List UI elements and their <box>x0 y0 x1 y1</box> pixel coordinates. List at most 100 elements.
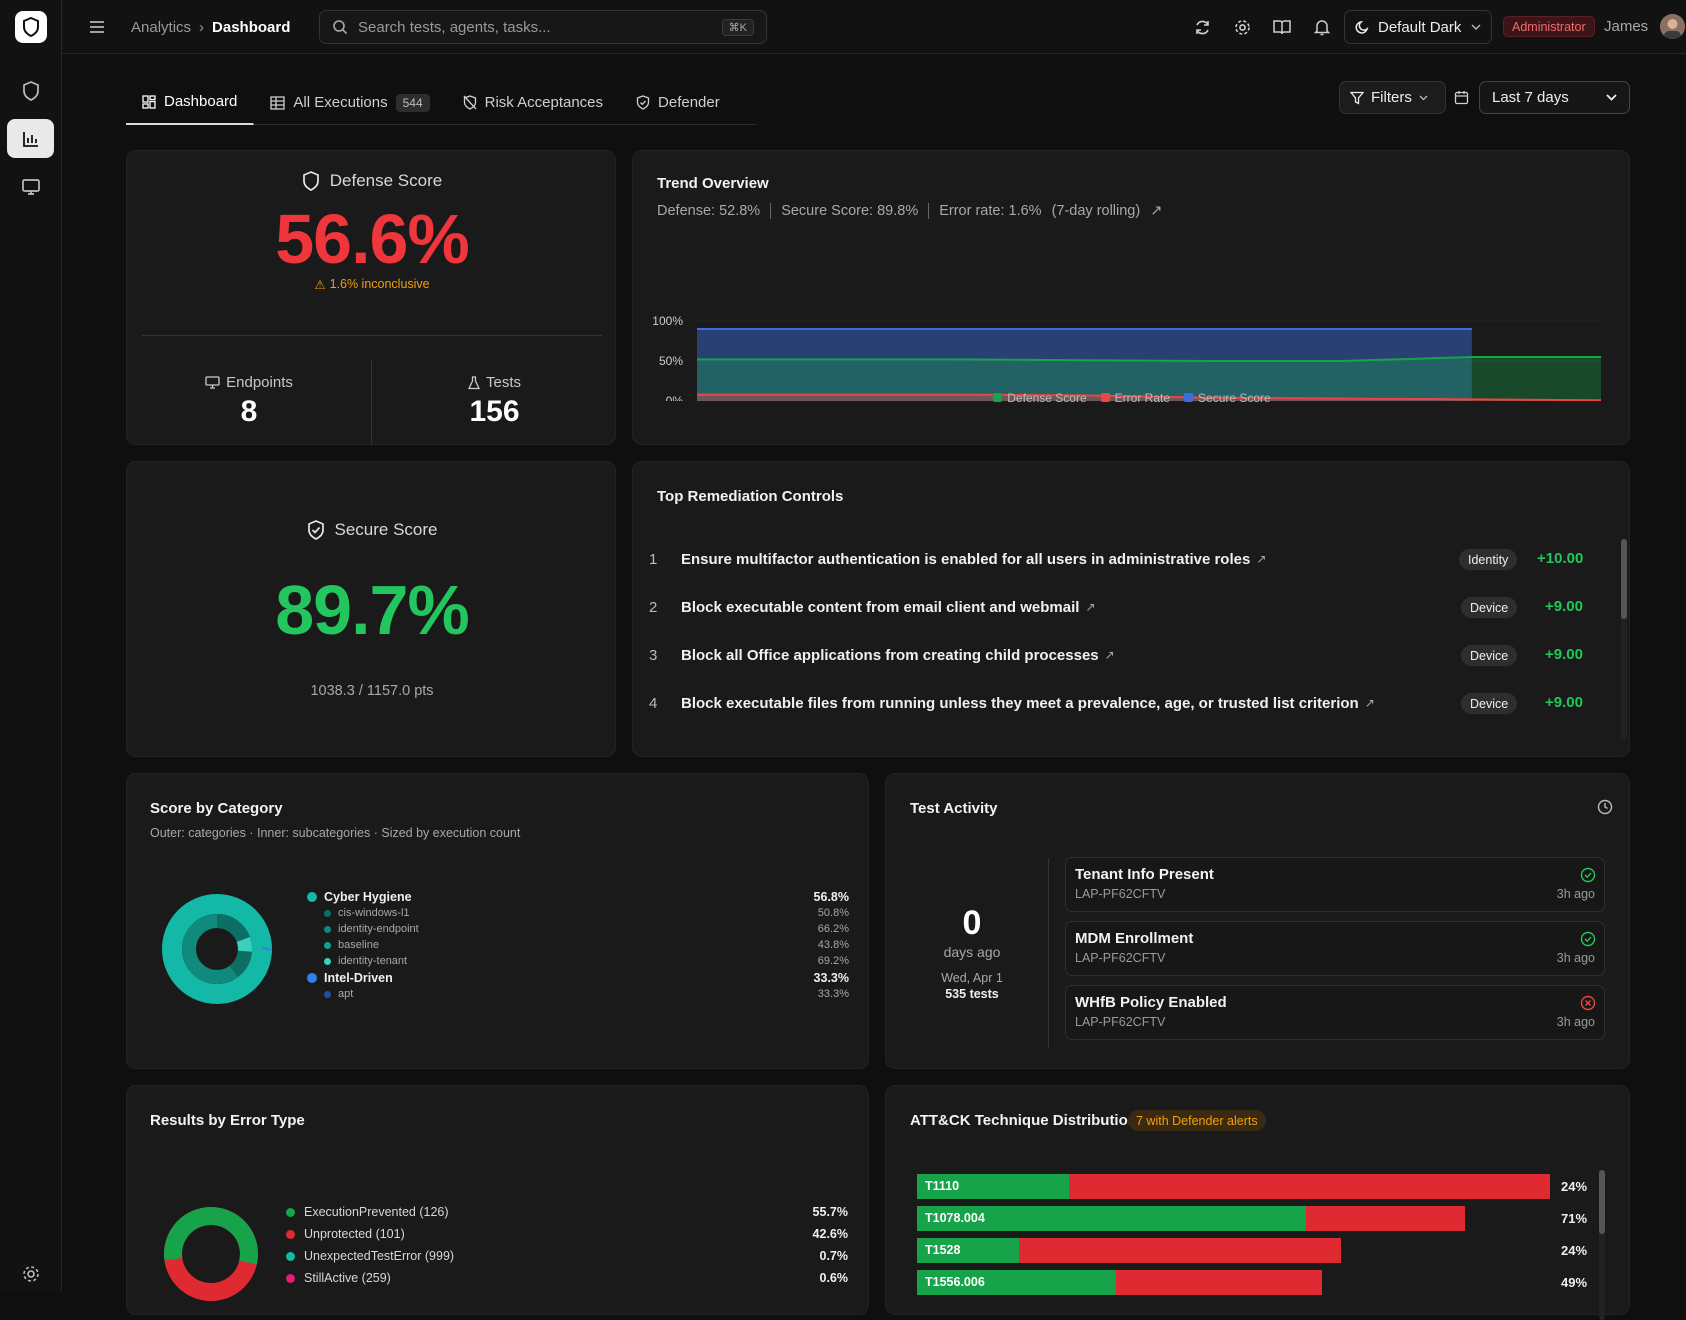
dot-icon <box>324 991 331 998</box>
points-value: +9.00 <box>1545 646 1583 663</box>
scrollbar-thumb[interactable] <box>1599 1170 1605 1234</box>
secure-score-points: 1038.3 / 1157.0 pts <box>310 683 434 699</box>
bar-segment-pass <box>917 1174 1069 1199</box>
dot-icon <box>324 958 331 965</box>
legend-item[interactable]: UnexpectedTestError (999) 0.7% <box>286 1248 848 1270</box>
legend-label: Error Rate <box>1114 391 1171 405</box>
technique-pct: 24% <box>1561 1179 1588 1194</box>
legend-item[interactable]: Intel-Driven 33.3% <box>307 970 849 987</box>
external-link-icon[interactable]: ↗ <box>1364 696 1375 710</box>
y-tick-label: 100% <box>652 314 683 328</box>
endpoints-label: Endpoints <box>226 374 293 391</box>
legend-subitem[interactable]: apt 33.3% <box>307 987 849 1003</box>
search-input[interactable]: Search tests, agents, tasks... ⌘K <box>319 10 767 44</box>
avatar[interactable] <box>1660 14 1685 39</box>
endpoints-count: 8 <box>240 395 258 428</box>
activity-time: 3h ago <box>1556 887 1595 901</box>
breadcrumb: Analytics › Dashboard <box>131 0 290 54</box>
technique-bar[interactable]: T1528 <box>917 1238 1342 1263</box>
technique-id: T1528 <box>925 1243 961 1257</box>
category-legend: Cyber Hygiene 56.8% cis-windows-l1 50.8%… <box>307 889 849 1003</box>
remediation-row[interactable]: 4 Block executable files from running un… <box>649 683 1569 723</box>
technique-bar[interactable]: T1556.006 <box>917 1270 1323 1295</box>
tab-label: Risk Acceptances <box>484 94 604 111</box>
legend-item[interactable]: Cyber Hygiene 56.8% <box>307 889 849 906</box>
tab-risk-acceptances[interactable]: Risk Acceptances <box>447 80 620 125</box>
clock-icon[interactable] <box>1597 799 1613 818</box>
calendar-icon[interactable] <box>1454 90 1469 108</box>
dot-icon <box>324 910 331 917</box>
monitor-icon[interactable] <box>7 167 54 206</box>
divider <box>770 203 772 219</box>
error-pct: 0.6% <box>819 1271 849 1285</box>
tab-all-executions[interactable]: All Executions 544 <box>254 80 446 125</box>
legend-subitem[interactable]: identity-tenant 69.2% <box>307 954 849 970</box>
bell-icon[interactable] <box>1310 15 1334 39</box>
secure-score-header: Secure Score <box>127 520 617 540</box>
subcategory-name: cis-windows-l1 <box>338 907 410 919</box>
days-count: 0 <box>962 904 982 942</box>
book-icon[interactable] <box>1270 15 1294 39</box>
legend-item[interactable]: StillActive (259) 0.6% <box>286 1270 848 1292</box>
breadcrumb-parent[interactable]: Analytics <box>131 18 192 36</box>
dot-icon <box>286 1208 295 1217</box>
legend-subitem[interactable]: cis-windows-l1 50.8% <box>307 906 849 922</box>
external-link-icon[interactable]: ↗ <box>1085 600 1096 614</box>
error-type-card: Results by Error Type ExecutionPrevented… <box>126 1085 869 1315</box>
activity-item[interactable]: MDM Enrollment LAP-PF62CFTV 3h ago <box>1065 921 1605 976</box>
divider <box>371 359 372 445</box>
remediation-row[interactable]: 2 Block executable content from email cl… <box>649 587 1569 627</box>
defender-alerts-badge: 7 with Defender alerts <box>1128 1110 1266 1131</box>
date-range-select[interactable]: Last 7 days <box>1479 81 1630 114</box>
secure-score-card: Secure Score 89.7% 1038.3 / 1157.0 pts <box>126 461 616 757</box>
legend-item[interactable]: Unprotected (101) 42.6% <box>286 1226 848 1248</box>
filters-button[interactable]: Filters <box>1339 81 1446 114</box>
dashboard-tabs: Dashboard All Executions 544 Risk Accept… <box>126 80 757 125</box>
category-pill: Device <box>1461 645 1518 666</box>
trend-window: (7-day rolling) <box>1051 203 1141 219</box>
category-pill: Identity <box>1459 549 1518 570</box>
external-link-icon[interactable]: ↗ <box>1256 552 1267 566</box>
error-label: StillActive (259) <box>304 1271 391 1285</box>
activity-item[interactable]: Tenant Info Present LAP-PF62CFTV 3h ago <box>1065 857 1605 912</box>
activity-title-text: WHfB Policy Enabled <box>1075 994 1227 1011</box>
breadcrumb-current: Dashboard <box>212 18 291 36</box>
scrollbar-track[interactable] <box>1621 539 1627 739</box>
app-logo-icon[interactable] <box>15 11 47 43</box>
activity-item[interactable]: WHfB Policy Enabled LAP-PF62CFTV 3h ago <box>1065 985 1605 1040</box>
moon-icon <box>1355 20 1369 34</box>
check-circle-icon <box>1580 867 1596 883</box>
category-pct: 56.8% <box>813 890 849 904</box>
user-name[interactable]: James <box>1604 18 1649 35</box>
analytics-icon[interactable] <box>7 119 54 158</box>
scrollbar-track[interactable] <box>1599 1170 1605 1320</box>
warning-icon: ⚠ <box>314 278 326 292</box>
error-pct: 42.6% <box>812 1227 848 1241</box>
settings-icon[interactable] <box>7 1254 54 1293</box>
technique-id: T1110 <box>925 1179 960 1193</box>
error-label: Unprotected (101) <box>304 1227 405 1241</box>
legend-item[interactable]: ExecutionPrevented (126) 55.7% <box>286 1204 848 1226</box>
legend-subitem[interactable]: identity-endpoint 66.2% <box>307 922 849 938</box>
technique-bar[interactable]: T1078.004 <box>917 1206 1465 1231</box>
theme-select[interactable]: Default Dark <box>1344 10 1492 44</box>
remediation-row[interactable]: 1 Ensure multifactor authentication is e… <box>649 539 1569 579</box>
menu-icon[interactable] <box>85 15 109 39</box>
shield-check-icon <box>307 520 324 540</box>
gear-icon[interactable] <box>1230 15 1254 39</box>
row-number: 4 <box>649 694 658 712</box>
remediation-row[interactable]: 3 Block all Office applications from cre… <box>649 635 1569 675</box>
external-link-icon[interactable]: ↗ <box>1104 648 1115 662</box>
refresh-icon[interactable] <box>1190 15 1214 39</box>
dot-icon <box>307 892 317 902</box>
category-name: Intel-Driven <box>324 971 393 985</box>
scrollbar-thumb[interactable] <box>1621 539 1627 619</box>
legend-subitem[interactable]: baseline 43.8% <box>307 938 849 954</box>
tab-defender[interactable]: Defender <box>620 80 737 125</box>
shield-icon[interactable] <box>7 71 54 110</box>
technique-pct: 24% <box>1561 1243 1588 1258</box>
activity-time: 3h ago <box>1556 951 1595 965</box>
tests-label-row: Tests <box>372 374 617 391</box>
tab-dashboard[interactable]: Dashboard <box>126 80 255 125</box>
technique-bar[interactable]: T1110 <box>917 1174 1550 1199</box>
